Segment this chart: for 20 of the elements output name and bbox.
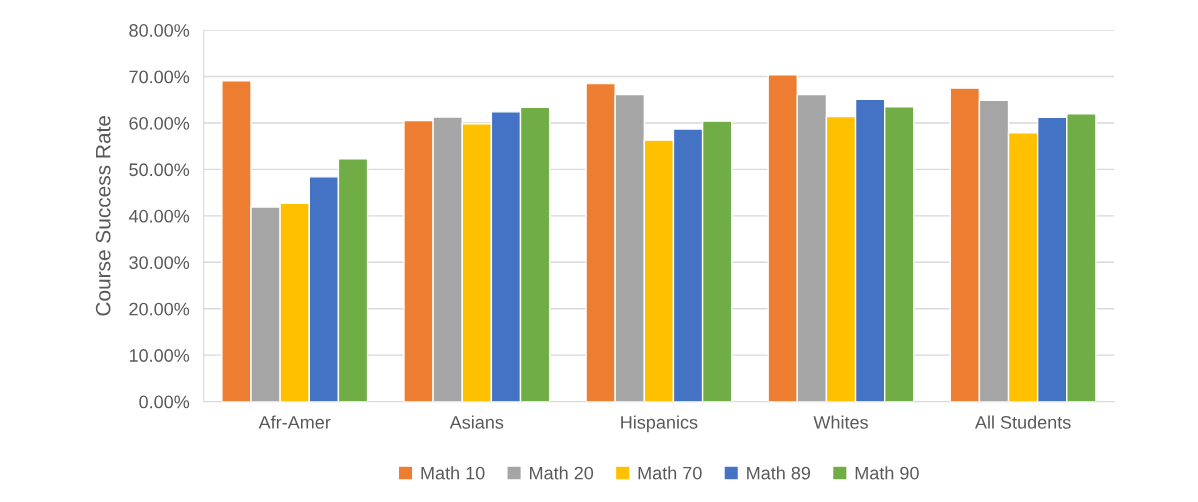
y-tick-label: 30.00%	[129, 256, 190, 270]
y-tick-label: 20.00%	[129, 302, 190, 316]
legend-label: Math 90	[855, 466, 919, 480]
legend-label: Math 70	[638, 466, 702, 480]
x-tick-label: Asians	[449, 415, 504, 429]
y-tick-label: 60.00%	[129, 116, 190, 130]
y-tick-label: 40.00%	[128, 209, 190, 223]
y-axis-title: Course Success Rate	[95, 116, 111, 316]
legend-label: Math 10	[421, 466, 485, 480]
x-tick-label: All Students	[974, 415, 1071, 429]
legend-label: Math 20	[530, 466, 594, 480]
x-tick-label: Afr-Amer	[258, 415, 331, 429]
y-tick-label: 80.00%	[129, 24, 190, 37]
y-tick-label: 0.00%	[139, 395, 190, 409]
y-tick-label: 70.00%	[129, 70, 190, 84]
x-tick-label: Whites	[813, 415, 868, 429]
x-tick-label: Hispanics	[621, 415, 698, 433]
y-tick-label: 10.00%	[129, 349, 190, 362]
y-tick-label: 50.00%	[129, 163, 190, 177]
legend-label: Math 89	[747, 466, 811, 480]
